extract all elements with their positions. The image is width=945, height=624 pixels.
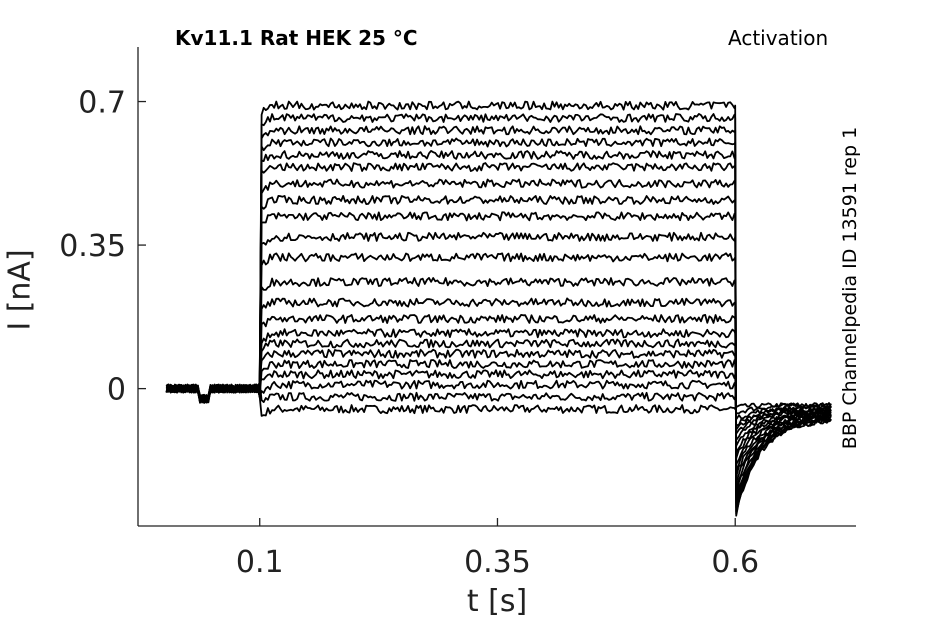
x-tick-label: 0.1 bbox=[236, 545, 284, 580]
current-trace bbox=[166, 328, 832, 447]
current-trace bbox=[166, 150, 832, 505]
current-trace bbox=[165, 359, 832, 431]
current-trace bbox=[166, 277, 832, 466]
current-trace bbox=[165, 162, 832, 501]
current-trace bbox=[166, 379, 832, 421]
y-tick-label: 0.7 bbox=[78, 86, 126, 121]
current-trace bbox=[165, 384, 832, 417]
protocol-label: Activation bbox=[728, 26, 829, 50]
current-trace bbox=[165, 314, 832, 454]
current-trace bbox=[165, 100, 832, 517]
x-axis-label: t [s] bbox=[466, 584, 528, 619]
current-trace bbox=[165, 348, 832, 435]
current-trace bbox=[165, 381, 832, 415]
chart-title: Kv11.1 Rat HEK 25 °C bbox=[175, 26, 418, 50]
current-traces bbox=[165, 100, 832, 517]
x-tick-label: 0.35 bbox=[464, 545, 531, 580]
current-trace bbox=[165, 231, 832, 478]
current-trace bbox=[165, 195, 832, 490]
y-tick-label: 0 bbox=[107, 373, 126, 408]
x-tick-label: 0.6 bbox=[711, 545, 759, 580]
current-trace bbox=[166, 369, 832, 427]
current-trace bbox=[165, 113, 832, 515]
current-trace bbox=[166, 178, 832, 497]
y-tick-label: 0.35 bbox=[59, 229, 126, 264]
current-trace bbox=[165, 211, 832, 484]
current-trace bbox=[165, 338, 832, 441]
current-trace bbox=[165, 137, 832, 509]
current-trace bbox=[165, 125, 832, 513]
current-trace bbox=[166, 297, 832, 460]
axes: 0.1 0.35 0.6 0 0.35 0.7 bbox=[59, 47, 856, 580]
current-trace bbox=[165, 252, 832, 472]
